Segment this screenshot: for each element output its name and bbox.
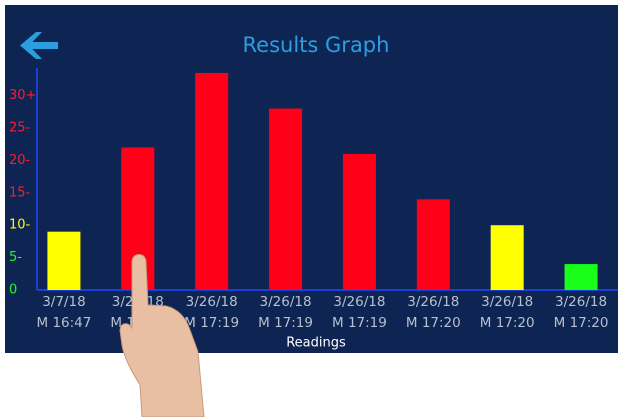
x-tick-label: M 16:47 bbox=[37, 315, 92, 331]
x-tick-label: M 17:19 bbox=[184, 315, 239, 331]
bar bbox=[416, 199, 450, 290]
y-tick-label: 25- bbox=[9, 121, 31, 136]
bar bbox=[342, 153, 376, 290]
y-tick-label: 20- bbox=[9, 153, 31, 168]
x-tick-label: M 17:19 bbox=[332, 315, 387, 331]
y-tick-label: 5- bbox=[9, 250, 22, 265]
x-tick-label: 3/26/18 bbox=[481, 294, 533, 310]
bar bbox=[269, 108, 303, 290]
x-tick-label: 3/26/18 bbox=[555, 294, 607, 310]
x-tick-label: M 17:20 bbox=[480, 315, 535, 331]
bar bbox=[490, 225, 524, 290]
x-tick-label: 3/26/18 bbox=[333, 294, 385, 310]
bar bbox=[195, 72, 229, 291]
x-tick-label: M 17:19 bbox=[258, 315, 313, 331]
back-arrow-shaft bbox=[26, 42, 58, 49]
x-tick-label: M 17:20 bbox=[406, 315, 461, 331]
plot: 0 5- 10- 15- 20- 25- 30+ 3/7/18 M 16:47 3/26/18 M … bbox=[9, 72, 609, 331]
bar bbox=[47, 231, 81, 290]
y-tick-label: 0 bbox=[9, 283, 17, 298]
panel bbox=[5, 5, 618, 353]
x-axis-label: Readings bbox=[286, 336, 346, 351]
bar bbox=[564, 264, 598, 290]
x-tick-label: 3/7/18 bbox=[42, 294, 85, 310]
y-tick-label: 15- bbox=[9, 185, 31, 200]
back-arrow-head bbox=[20, 32, 42, 59]
back-button[interactable] bbox=[20, 32, 58, 59]
y-tick-label: 10- bbox=[9, 218, 31, 233]
x-tick-label: 3/26/18 bbox=[186, 294, 238, 310]
hand bbox=[119, 254, 205, 417]
x-tick-label: 3/26/18 bbox=[260, 294, 312, 310]
y-tick-label: 30+ bbox=[9, 88, 36, 103]
x-tick-label: M 17:20 bbox=[554, 315, 609, 331]
chart-title: Results Graph bbox=[243, 33, 390, 57]
x-tick-label: 3/26/18 bbox=[407, 294, 459, 310]
